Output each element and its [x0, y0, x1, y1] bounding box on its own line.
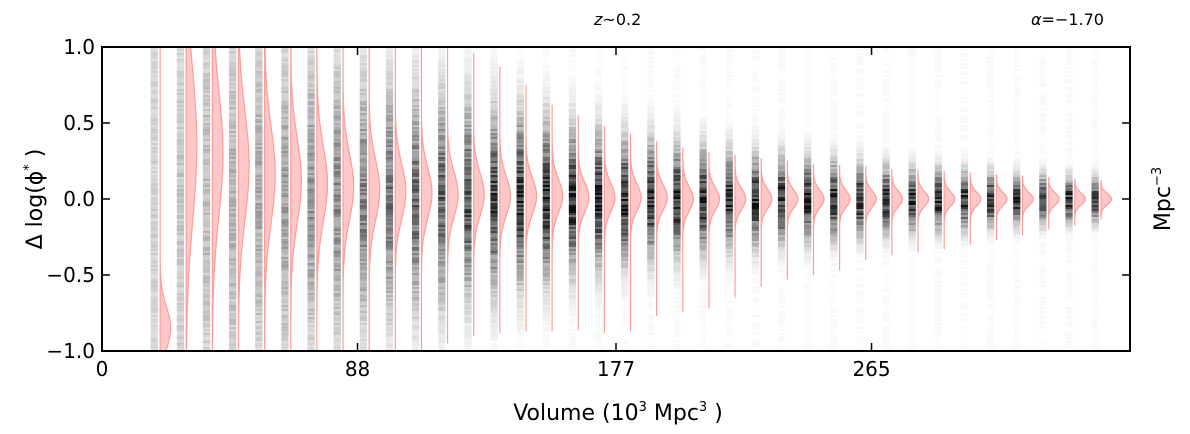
gray-column — [673, 113, 681, 287]
gray-column — [856, 143, 864, 253]
gray-column — [882, 149, 890, 253]
pink-violin — [865, 166, 877, 260]
gray-column — [307, 47, 315, 351]
y-tick-label: −0.5 — [46, 263, 95, 287]
gray-column — [385, 47, 394, 351]
pink-violin — [760, 157, 773, 288]
gray-column — [725, 125, 733, 271]
gray-column — [1065, 165, 1073, 235]
pink-violin — [708, 151, 721, 309]
y-tick-label: 0.5 — [63, 111, 95, 135]
y-tick-label: 1.0 — [63, 35, 95, 59]
pink-violin — [237, 47, 250, 351]
axis-ticks: 0 88 177 265 1.0 0.5 0.0 −0.5 −1.0 — [46, 35, 1130, 381]
right-axis-unit: Mpc−3 — [1150, 167, 1176, 231]
pink-violin — [159, 47, 172, 351]
gray-column — [777, 131, 786, 265]
pink-violin — [264, 47, 276, 351]
gray-column — [229, 47, 237, 351]
gray-column — [176, 47, 185, 351]
pink-violin — [629, 133, 642, 332]
y-tick-label: 0.0 — [63, 187, 95, 211]
gray-column — [202, 47, 211, 351]
gray-column — [255, 47, 263, 351]
x-axis-title: Volume (103 Mpc3 ) — [513, 400, 723, 426]
pink-violin — [943, 171, 956, 250]
alpha-annotation: α=−1.70 — [1031, 10, 1104, 29]
gray-column — [333, 47, 341, 351]
pink-violin — [1074, 178, 1086, 226]
gray-column — [960, 153, 969, 245]
pink-violin — [603, 126, 616, 333]
gray-column — [281, 47, 289, 351]
gray-column — [647, 107, 655, 295]
pink-violin — [1100, 180, 1113, 220]
gray-column — [412, 47, 420, 351]
gray-column — [934, 155, 942, 245]
gray-column — [804, 139, 812, 263]
pink-violin — [969, 172, 982, 245]
pink-violin — [368, 47, 381, 351]
pink-violin — [446, 47, 459, 344]
pink-violin — [316, 47, 329, 351]
gray-column — [490, 55, 498, 341]
gray-column — [1013, 159, 1021, 239]
pink-violin — [1048, 177, 1060, 230]
gray-column — [699, 121, 707, 281]
pink-violin-distributions — [159, 47, 1113, 351]
gray-column — [516, 67, 524, 333]
gray-column — [751, 129, 760, 271]
pink-violin — [499, 66, 512, 333]
gray-column — [986, 157, 995, 239]
x-tick-label: 88 — [345, 357, 370, 381]
gray-column — [1039, 163, 1047, 235]
pink-violin — [839, 164, 851, 271]
gray-column — [150, 47, 158, 351]
y-tick-label: −1.0 — [46, 339, 95, 363]
pink-violin — [577, 115, 590, 330]
pink-violin — [734, 154, 747, 298]
pink-violin — [473, 53, 485, 336]
pink-violin — [394, 47, 407, 351]
z-annotation: z~0.2 — [593, 10, 641, 29]
gray-column — [438, 49, 446, 351]
pink-violin — [786, 160, 799, 280]
gray-column — [621, 103, 629, 297]
x-tick-label: 265 — [852, 357, 890, 381]
pink-violin — [812, 164, 825, 275]
gray-column — [1091, 167, 1099, 231]
pink-violin — [185, 47, 198, 351]
gray-column — [568, 87, 577, 315]
x-tick-label: 0 — [96, 357, 109, 381]
gray-column — [464, 49, 472, 349]
pink-violin — [525, 85, 538, 332]
pink-violin — [656, 141, 668, 317]
gray-column — [594, 95, 603, 303]
pink-violin — [917, 169, 930, 253]
gray-column — [359, 47, 367, 351]
pink-violin — [551, 104, 564, 332]
pink-violin — [995, 174, 1008, 241]
pink-violin — [290, 47, 302, 351]
gray-column — [908, 149, 916, 249]
pink-violin — [342, 47, 355, 351]
gray-column — [542, 77, 550, 325]
y-axis-title: Δ log(ϕ* ) — [22, 149, 48, 250]
gray-column — [830, 139, 838, 257]
pink-violin — [211, 47, 224, 351]
x-tick-label: 177 — [597, 357, 635, 381]
pink-violin — [1021, 175, 1034, 236]
pink-violin — [682, 147, 694, 312]
pink-violin — [420, 47, 433, 351]
pink-violin — [891, 168, 904, 256]
